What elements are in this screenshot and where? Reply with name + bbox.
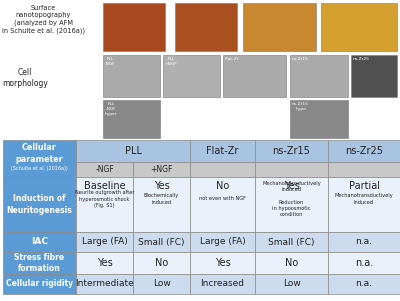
Text: ns-Zr15: ns-Zr15 — [292, 57, 309, 61]
Text: ns-Zr15: ns-Zr15 — [272, 146, 310, 156]
Text: Neurite outgrowth after
hyperosmotic shock
(Fig. S1): Neurite outgrowth after hyperosmotic sho… — [75, 190, 134, 208]
Bar — [328, 232, 400, 252]
Text: Large (FA): Large (FA) — [82, 237, 127, 247]
Text: ns-Zr25: ns-Zr25 — [345, 146, 383, 156]
Text: n.a.: n.a. — [355, 258, 373, 268]
Bar — [3, 232, 76, 252]
Text: Increased: Increased — [200, 280, 244, 288]
Text: Baseline: Baseline — [84, 181, 125, 191]
Bar — [190, 252, 255, 274]
Bar — [190, 140, 255, 162]
Text: Mechanotransductively
induced: Mechanotransductively induced — [335, 194, 393, 205]
Bar — [328, 177, 400, 232]
Text: PLL
-NGF: PLL -NGF — [105, 57, 116, 66]
Bar — [255, 274, 328, 294]
Text: Small (FC): Small (FC) — [268, 237, 315, 247]
Bar — [255, 140, 328, 162]
Bar — [163, 55, 220, 97]
Text: No: No — [285, 258, 298, 268]
Text: Biochemically
induced: Biochemically induced — [144, 194, 179, 205]
Bar — [76, 177, 133, 232]
Bar — [328, 162, 400, 177]
Bar — [133, 252, 190, 274]
Text: Yes: Yes — [97, 258, 112, 268]
Bar — [255, 232, 328, 252]
Text: Induction of
Neuritogenesis: Induction of Neuritogenesis — [7, 194, 72, 215]
Text: Mechanotransductively
induced

Reduction
in hypoosmotic
condition: Mechanotransductively induced Reduction … — [262, 181, 321, 217]
Text: IAC: IAC — [31, 237, 48, 247]
Bar — [3, 177, 76, 232]
Bar — [76, 162, 133, 177]
Text: Flat-Zr: Flat-Zr — [206, 146, 239, 156]
Text: Low: Low — [283, 280, 300, 288]
Bar — [76, 140, 190, 162]
Text: Low: Low — [153, 280, 170, 288]
Bar — [290, 100, 348, 138]
Text: PLL: PLL — [124, 146, 142, 156]
Bar — [76, 274, 133, 294]
Bar — [133, 162, 190, 177]
Bar — [3, 274, 76, 294]
Text: Partial: Partial — [348, 181, 380, 191]
Bar — [243, 3, 316, 51]
Text: Yes: Yes — [154, 181, 169, 191]
Text: +NGF: +NGF — [150, 165, 173, 174]
Bar — [175, 3, 237, 51]
Bar — [255, 177, 328, 232]
Bar — [3, 252, 76, 274]
Text: n.a.: n.a. — [356, 237, 372, 247]
Text: Large (FA): Large (FA) — [200, 237, 245, 247]
Bar — [321, 3, 397, 51]
Bar — [328, 252, 400, 274]
Text: Flat-Zr: Flat-Zr — [225, 57, 240, 61]
Bar — [290, 55, 348, 97]
Text: Small (FC): Small (FC) — [138, 237, 185, 247]
Text: Cell
morphology: Cell morphology — [2, 68, 48, 88]
Bar — [190, 274, 255, 294]
Text: Intermediate: Intermediate — [75, 280, 134, 288]
Text: No: No — [155, 258, 168, 268]
Text: Yes: Yes — [284, 181, 299, 191]
Text: Cellular
parameter: Cellular parameter — [16, 144, 63, 163]
Text: not even with NGF: not even with NGF — [199, 197, 246, 201]
Bar — [103, 100, 160, 138]
Bar — [223, 55, 286, 97]
Text: -NGF: -NGF — [95, 165, 114, 174]
Text: Surface
nanotopography
(analyzed by AFM
in Schulte et al. (2016a)): Surface nanotopography (analyzed by AFM … — [2, 5, 85, 35]
Text: ns-Zr25: ns-Zr25 — [353, 57, 370, 61]
Bar — [103, 55, 160, 97]
Text: PLL
+NGF: PLL +NGF — [165, 57, 178, 66]
Text: Stress fibre
formation: Stress fibre formation — [14, 253, 64, 273]
Bar — [3, 140, 76, 177]
Bar — [351, 55, 397, 97]
Text: PLL
-NGF
hyper: PLL -NGF hyper — [105, 102, 118, 116]
Bar — [103, 3, 165, 51]
Bar — [133, 274, 190, 294]
Text: Cellular rigidity: Cellular rigidity — [6, 280, 73, 288]
Text: Yes: Yes — [215, 258, 230, 268]
Bar — [76, 232, 133, 252]
Bar — [76, 252, 133, 274]
Bar — [328, 140, 400, 162]
Text: n.a.: n.a. — [356, 280, 372, 288]
Bar — [255, 162, 328, 177]
Bar — [133, 232, 190, 252]
Bar — [133, 177, 190, 232]
Text: (Schulte et al. (2016a)): (Schulte et al. (2016a)) — [11, 166, 68, 171]
Bar — [190, 232, 255, 252]
Bar — [255, 252, 328, 274]
Bar — [328, 274, 400, 294]
Text: No: No — [216, 181, 229, 191]
Bar — [190, 177, 255, 232]
Text: ns-Zr15
hypo: ns-Zr15 hypo — [292, 102, 309, 111]
Bar — [190, 162, 255, 177]
